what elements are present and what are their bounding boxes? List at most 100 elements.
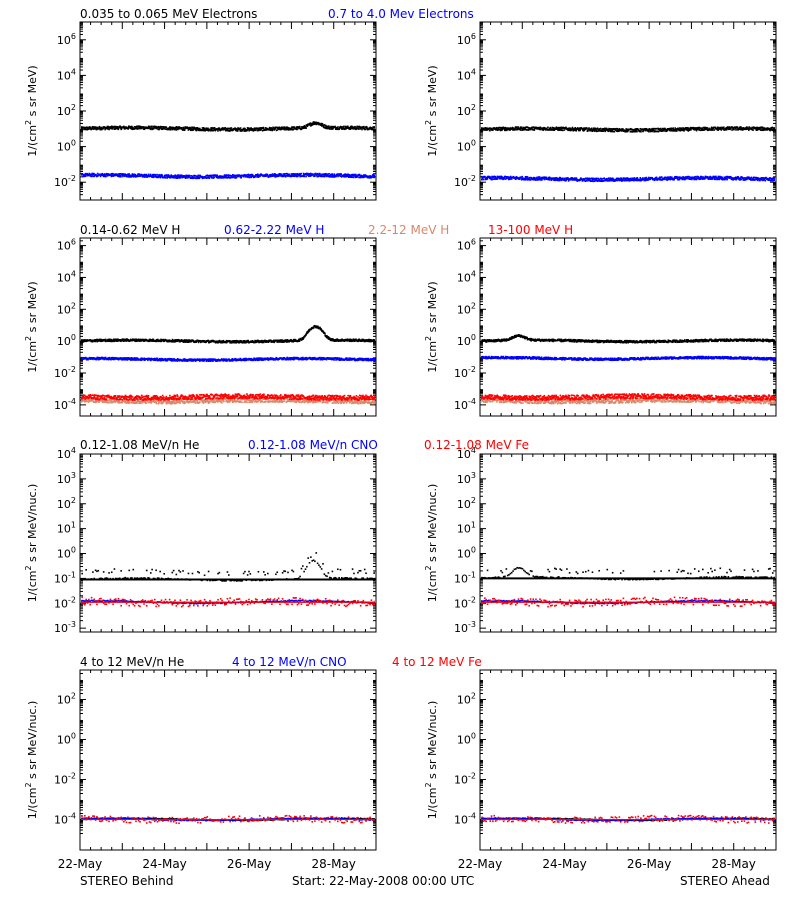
- data-point: [573, 128, 576, 130]
- data-point: [258, 127, 261, 129]
- data-point: [309, 172, 312, 175]
- data-point: [755, 178, 758, 180]
- data-point: [133, 174, 135, 177]
- data-point: [740, 126, 742, 128]
- data-point: [169, 126, 171, 128]
- data-point: [654, 127, 657, 130]
- data-point: [628, 180, 631, 182]
- data-point: [354, 175, 356, 178]
- data-point: [700, 176, 703, 179]
- data-point: [120, 175, 122, 178]
- data-point: [151, 128, 153, 131]
- data-point: [325, 175, 328, 178]
- data-point: [520, 176, 523, 179]
- data-point: [373, 174, 375, 177]
- data-point: [618, 128, 621, 130]
- data-point: [282, 173, 285, 175]
- data-point: [84, 127, 87, 130]
- data-point: [295, 339, 297, 341]
- data-point: [138, 126, 141, 129]
- data-point: [773, 127, 775, 130]
- data-point: [635, 129, 638, 132]
- data-point: [733, 128, 735, 131]
- data-point: [81, 126, 83, 128]
- data-point: [118, 173, 120, 175]
- data-point: [342, 128, 345, 130]
- data-point: [503, 127, 506, 130]
- data-point: [186, 174, 189, 177]
- data-point: [635, 178, 637, 181]
- data-point: [539, 126, 542, 129]
- data-point: [514, 128, 516, 131]
- data-point: [256, 173, 259, 176]
- data-point: [117, 128, 120, 131]
- data-point: [362, 176, 365, 179]
- data-point: [303, 127, 306, 129]
- data-point: [499, 127, 502, 129]
- data-point: [481, 127, 483, 130]
- data-point: [704, 128, 707, 131]
- data-point: [283, 127, 285, 130]
- data-point: [202, 128, 204, 130]
- data-point: [724, 129, 727, 131]
- data-point: [762, 177, 765, 179]
- y-tick-label: 104: [57, 269, 76, 284]
- data-point: [762, 179, 764, 182]
- data-point: [175, 129, 177, 131]
- data-point: [334, 125, 336, 128]
- data-point: [110, 172, 113, 175]
- data-point: [632, 178, 635, 180]
- data-point: [572, 128, 574, 130]
- data-point: [144, 175, 147, 177]
- data-point: [728, 126, 731, 128]
- data-point: [83, 174, 86, 176]
- data-point: [676, 130, 678, 132]
- data-point: [672, 130, 674, 132]
- data-point: [569, 129, 571, 132]
- data-point: [101, 172, 103, 175]
- data-point: [321, 125, 323, 127]
- data-point: [280, 341, 283, 343]
- data-point: [490, 178, 493, 181]
- data-point: [526, 126, 528, 128]
- data-point: [158, 128, 160, 131]
- data-point: [160, 127, 162, 129]
- data-point: [501, 127, 503, 129]
- data-point: [368, 177, 371, 179]
- data-point: [541, 179, 543, 181]
- data-point: [277, 340, 280, 342]
- data-point: [657, 127, 659, 130]
- data-point: [774, 129, 775, 132]
- data-point: [625, 128, 627, 130]
- data-point: [143, 126, 145, 128]
- data-point: [321, 173, 323, 176]
- data-point: [361, 128, 363, 131]
- data-point: [180, 127, 183, 129]
- data-point: [703, 128, 706, 131]
- data-point: [560, 177, 563, 180]
- data-point: [519, 127, 522, 130]
- data-point: [666, 129, 668, 131]
- data-point: [618, 179, 620, 182]
- data-point: [290, 127, 293, 130]
- data-point: [276, 129, 278, 131]
- data-point: [204, 176, 206, 179]
- data-point: [374, 174, 375, 176]
- data-point: [271, 173, 274, 175]
- data-point: [84, 172, 87, 175]
- y-tick-label: 102: [457, 103, 476, 118]
- data-point: [687, 127, 690, 129]
- data-point: [652, 129, 654, 132]
- data-point: [747, 177, 750, 180]
- data-point: [213, 176, 216, 179]
- data-point: [165, 339, 168, 342]
- data-point: [768, 178, 771, 181]
- data-point: [598, 178, 601, 181]
- data-point: [549, 126, 552, 129]
- data-point: [553, 127, 555, 129]
- data-point: [489, 177, 492, 179]
- data-point: [627, 129, 630, 132]
- data-point: [481, 175, 483, 178]
- data-point: [505, 129, 508, 132]
- data-point: [503, 177, 506, 180]
